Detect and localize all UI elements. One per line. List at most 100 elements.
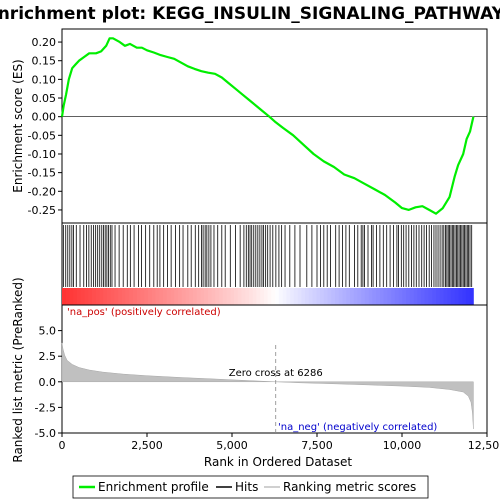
color-band-segment: [249, 288, 254, 305]
color-band-segment: [320, 288, 325, 305]
color-band-segment: [73, 288, 78, 305]
color-band-segment: [465, 288, 471, 305]
color-band-segment: [293, 288, 299, 305]
es-panel: 0.20 0.15 0.10 0.05 0.00 -0.05 -0.10 -0.15 -0.20…: [11, 28, 488, 224]
color-band-segment: [417, 288, 422, 305]
color-band-segment: [364, 288, 370, 305]
metric-panel-frame: [61, 304, 488, 434]
color-band-segment: [282, 288, 287, 305]
color-band-segment: [226, 288, 231, 305]
metric-y-tick-label: 0.0: [39, 376, 57, 389]
color-band-segment: [275, 288, 280, 305]
color-band-segment: [133, 288, 138, 305]
legend-entry-hits: Hits: [235, 480, 258, 494]
color-band-segment: [391, 288, 396, 305]
x-axis: 0 2,500 5,000 7,500 10,000 12,500: [59, 433, 500, 452]
color-band-segment: [155, 288, 160, 305]
color-band-segment: [207, 288, 212, 305]
color-band-segment: [312, 288, 317, 305]
color-band-segment: [170, 288, 175, 305]
negative-correlation-label: 'na_neg' (negatively correlated): [278, 422, 437, 433]
color-band-segment: [148, 288, 153, 305]
color-band-segment: [308, 288, 313, 305]
color-band-segment: [349, 288, 355, 305]
color-band-segment: [342, 288, 347, 305]
color-band-segment: [271, 288, 276, 305]
color-band-segment: [118, 288, 123, 305]
es-y-tick-label: -0.20: [28, 185, 56, 198]
es-y-tick-label: 0.00: [32, 111, 57, 124]
hit-marks: [62, 225, 473, 287]
color-band-segment: [428, 288, 433, 305]
x-tick-label: 5,000: [216, 439, 248, 452]
color-band-segment: [413, 288, 418, 305]
ranking-metric-area: [61, 342, 474, 429]
hits-panel: [61, 222, 488, 306]
color-band-segment: [361, 288, 366, 305]
color-band-segment: [376, 288, 381, 305]
color-band-segment: [286, 288, 291, 305]
color-band-segment: [144, 288, 149, 305]
zero-cross-label: Zero cross at 6286: [229, 368, 323, 379]
color-band-segment: [80, 288, 85, 305]
legend-entry-enrichment-profile: Enrichment profile: [98, 480, 209, 494]
x-tick-label: 0: [59, 439, 66, 452]
color-band-segment: [301, 288, 306, 305]
color-band-segment: [140, 288, 145, 305]
x-tick-label: 10,000: [383, 439, 422, 452]
color-band-segment: [166, 288, 171, 305]
legend: Enrichment profile Hits Ranking metric s…: [72, 475, 429, 499]
color-band-segment: [447, 288, 452, 305]
color-band-segment: [331, 288, 336, 305]
color-band-segment: [196, 288, 201, 305]
color-band-segment: [129, 288, 134, 305]
color-band-segment: [267, 288, 272, 305]
color-band-segment: [297, 288, 302, 305]
es-y-axis-label: Enrichment score (ES): [11, 59, 25, 192]
color-band-segment: [62, 288, 67, 305]
color-band-segment: [409, 288, 414, 305]
positive-correlation-label: 'na_pos' (positively correlated): [67, 307, 221, 318]
color-band-segment: [263, 288, 269, 305]
metric-y-tick-label: -5.0: [35, 427, 56, 440]
color-band-segment: [136, 288, 141, 305]
color-band-segment: [162, 288, 168, 305]
x-axis-label: Rank in Ordered Dataset: [204, 455, 352, 469]
color-band-segment: [402, 288, 407, 305]
color-band-segment: [424, 288, 429, 305]
x-tick-label: 7,500: [301, 439, 333, 452]
correlation-color-band: [62, 288, 474, 305]
color-band-segment: [421, 288, 426, 305]
color-band-segment: [200, 288, 205, 305]
es-y-axis: 0.20 0.15 0.10 0.05 0.00 -0.05 -0.10 -0.15 -0.20…: [28, 36, 62, 217]
color-band-segment: [439, 288, 444, 305]
es-y-tick-label: 0.10: [32, 73, 57, 86]
color-band-segment: [215, 288, 220, 305]
color-band-segment: [357, 288, 362, 305]
legend-entry-ranking-metric: Ranking metric scores: [283, 480, 416, 494]
color-band-segment: [323, 288, 328, 305]
color-band-segment: [84, 288, 89, 305]
color-band-segment: [338, 288, 343, 305]
color-band-segment: [189, 288, 194, 305]
color-band-segment: [469, 288, 474, 305]
color-band-segment: [278, 288, 284, 305]
color-band-segment: [353, 288, 358, 305]
color-band-segment: [65, 288, 70, 305]
color-band-segment: [346, 288, 351, 305]
color-band-segment: [151, 288, 156, 305]
color-band-segment: [335, 288, 340, 305]
color-band-segment: [177, 288, 183, 305]
color-band-segment: [260, 288, 265, 305]
color-band-segment: [88, 288, 93, 305]
x-tick-label: 12,500: [468, 439, 500, 452]
color-band-segment: [458, 288, 463, 305]
color-band-segment: [368, 288, 373, 305]
es-y-tick-label: -0.10: [28, 148, 56, 161]
color-band-segment: [305, 288, 310, 305]
chart-title: Enrichment plot: KEGG_INSULIN_SIGNALING_…: [0, 4, 500, 24]
color-band-segment: [387, 288, 392, 305]
color-band-segment: [222, 288, 227, 305]
enrichment-profile-line: [60, 37, 475, 215]
